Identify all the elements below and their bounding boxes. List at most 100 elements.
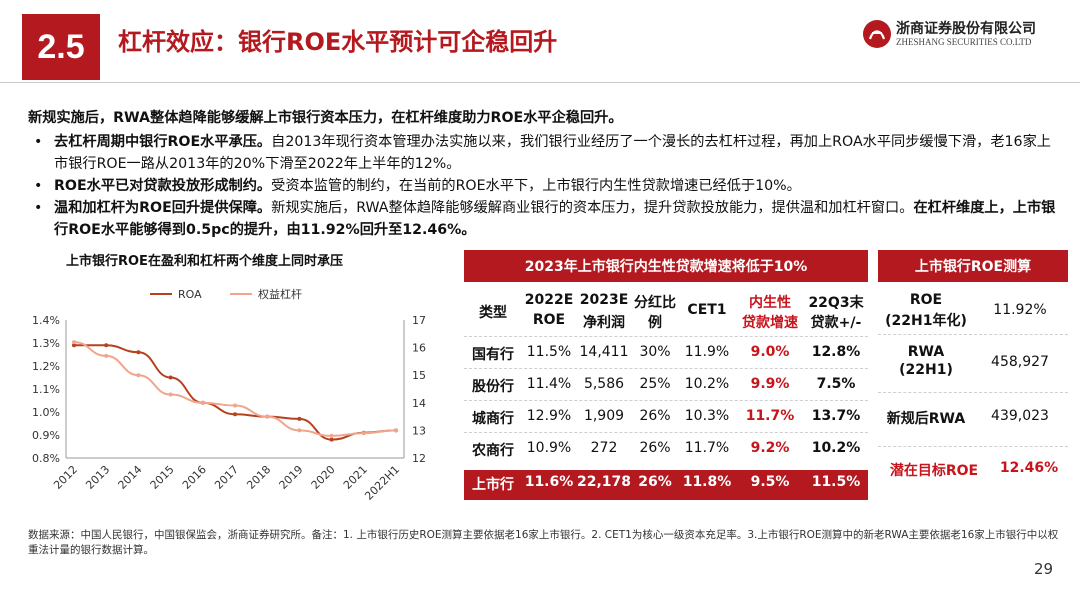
bullet-1: • 去杠杆周期中银行ROE水平承压。自2013年现行资本管理办法实施以来，我们银… xyxy=(34,131,1064,175)
bullet-1-bold: 去杠杆周期中银行ROE水平承压。 xyxy=(54,134,272,150)
y-left-tick-label: 1.1% xyxy=(32,383,60,396)
table1-header-cell: 22Q3末 xyxy=(808,295,864,311)
table2-row-label: 潜在目标ROE xyxy=(889,463,979,479)
page-title: 杠杆效应：银行ROE水平预计可企稳回升 xyxy=(118,28,558,56)
table1-cell: 11.5% xyxy=(811,474,861,490)
y-right-tick-label: 12 xyxy=(412,452,426,465)
table-row-divider xyxy=(464,368,868,369)
company-logo: 浙商证券股份有限公司 ZHESHANG SECURITIES CO.LTD xyxy=(862,18,1052,52)
table2-value: 458,927 xyxy=(991,354,1049,370)
table1-cell: 5,586 xyxy=(583,376,625,392)
table1-cell: 272 xyxy=(590,440,618,456)
series-line-roa xyxy=(74,344,397,441)
bullet-2: • ROE水平已对贷款投放形成制约。受资本监管的制约，在当前的ROE水平下，上市… xyxy=(34,175,1064,197)
table1-cell: 9.9% xyxy=(750,376,790,392)
table1-cell: 11.9% xyxy=(684,344,730,360)
table-row-divider xyxy=(878,392,1068,393)
legend-label: 权益杠杆 xyxy=(258,287,302,301)
table1-cell: 7.5% xyxy=(816,376,856,392)
chart-canvas: 0.8% 0.9% 1.0% 1.1% 1.2% 1.3% 1.4% 12 13 14 15 16 17… xyxy=(32,287,426,503)
series-point-leverage xyxy=(361,431,366,436)
y-left-tick-label: 1.3% xyxy=(32,337,60,350)
y-right-tick-label: 16 xyxy=(412,342,426,355)
table1-cell: 1,909 xyxy=(583,408,625,424)
table1-cell: 11.7% xyxy=(684,440,730,456)
table1-cell: 25% xyxy=(639,376,671,392)
table2-row-sublabel: (22H1年化) xyxy=(885,313,967,329)
bullet-1-text: 自2013年现行资本管理办法实施以来，我们银行业经历了一个漫长的去杠杆过程，再加… xyxy=(54,134,1051,172)
lead-paragraph: 新规实施后，RWA整体趋降能够缓解上市银行资本压力，在杠杆维度助力ROE水平企稳… xyxy=(28,108,1058,129)
table1-cell: 9.5% xyxy=(750,474,790,490)
table1-cell: 11.5% xyxy=(526,344,572,360)
table1-row-label: 城商行 xyxy=(472,411,514,427)
x-tick-label: 2017 xyxy=(212,463,241,492)
table1-cell: 10.2% xyxy=(811,440,861,456)
table1-cell: 12.9% xyxy=(526,408,572,424)
table-row-divider xyxy=(878,334,1068,335)
series-line-leverage xyxy=(73,341,397,437)
y-right-tick-label: 17 xyxy=(412,314,426,327)
series-point-leverage xyxy=(72,340,76,345)
logo-emblem-icon xyxy=(863,20,891,48)
table1-cell: 9.2% xyxy=(750,440,790,456)
table1-row-label: 上市行 xyxy=(472,477,514,493)
series-point-leverage xyxy=(233,403,237,408)
series-point-leverage xyxy=(394,428,398,433)
table1-cell: 10.2% xyxy=(684,376,730,392)
table2-row-label: 新规后RWA xyxy=(886,411,966,427)
table1-header-cell: 贷款增速 xyxy=(742,315,798,331)
table1-total-row-bg xyxy=(464,470,868,500)
bullet-dot: • xyxy=(34,200,43,216)
table2-title: 上市银行ROE测算 xyxy=(878,250,1068,282)
table1-row-label: 国有行 xyxy=(472,347,514,363)
series-point-leverage xyxy=(297,428,302,433)
table1-cell: 12.8% xyxy=(811,344,861,360)
table1-header-cell: 类型 xyxy=(479,305,507,321)
y-left-tick-label: 1.2% xyxy=(32,360,60,373)
y-left-tick-label: 1.4% xyxy=(32,314,60,327)
x-tick-label: 2012 xyxy=(51,463,80,492)
x-tick-label: 2019 xyxy=(277,463,306,492)
lead-text: 新规实施后，RWA整体趋降能够缓解上市银行资本压力，在杠杆维度助力ROE水平企稳… xyxy=(28,110,623,126)
logo-text-cn: 浙商证券股份有限公司 xyxy=(896,21,1036,37)
table1-cell: 11.8% xyxy=(682,474,732,490)
table1-cell: 10.9% xyxy=(526,440,572,456)
series-point-leverage xyxy=(265,414,270,419)
bullet-3-bold-end: 在杠杆维度上，上市银行ROE水平能够得到0.5pc的提升，由11.92%回升至1… xyxy=(54,200,1056,238)
page-number: 29 xyxy=(1034,560,1054,578)
table1-header-cell: 内生性 xyxy=(749,295,791,311)
x-tick-label: 2014 xyxy=(116,463,145,492)
table1-cell: 13.7% xyxy=(811,408,861,424)
y-right-tick-label: 15 xyxy=(412,369,426,382)
table2-value: 11.92% xyxy=(993,302,1047,318)
section-number: 2.5 xyxy=(22,14,100,80)
bullet-2-text: 受资本监管的制约，在当前的ROE水平下，上市银行内生性贷款增速已经低于10%。 xyxy=(271,178,801,194)
table-row-divider xyxy=(464,336,868,337)
table1-header-cell: 贷款+/- xyxy=(810,315,862,331)
table1-cell: 11.6% xyxy=(524,474,574,490)
series-point-roa xyxy=(104,343,109,348)
series-point-roa xyxy=(136,350,141,355)
table1-header-cell: 例 xyxy=(648,315,662,331)
x-tick-label: 2022H1 xyxy=(362,463,402,503)
series-point-leverage xyxy=(136,373,141,378)
table-row-divider xyxy=(878,446,1068,447)
table1-header-cell: 分红比 xyxy=(634,295,676,311)
table1-cell: 26% xyxy=(639,440,671,456)
series-point-roa xyxy=(72,343,76,348)
table1-header-cell: 2022E xyxy=(524,292,574,308)
series-point-leverage xyxy=(200,400,205,405)
x-tick-label: 2018 xyxy=(244,463,273,492)
table-row-divider xyxy=(464,400,868,401)
bullet-3-text: 新规实施后，RWA整体趋降能够缓解商业银行的资本压力，提升贷款投放能力，提供温和… xyxy=(271,200,914,216)
table1-cell: 11.4% xyxy=(526,376,572,392)
table1-header-cell: ROE xyxy=(532,312,566,328)
bullet-dot: • xyxy=(34,178,43,194)
bullet-2-bold: ROE水平已对贷款投放形成制约。 xyxy=(54,178,272,194)
x-tick-label: 2016 xyxy=(180,463,209,492)
chart-title: 上市银行ROE在盈利和杠杆两个维度上同时承压 xyxy=(66,254,343,269)
x-tick-label: 2015 xyxy=(148,463,177,492)
table1-row-label: 农商行 xyxy=(472,443,514,459)
series-point-roa xyxy=(329,437,334,442)
table2-value: 439,023 xyxy=(991,408,1049,424)
